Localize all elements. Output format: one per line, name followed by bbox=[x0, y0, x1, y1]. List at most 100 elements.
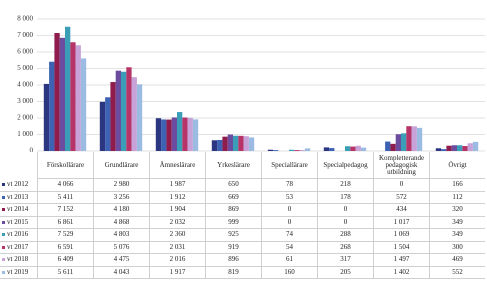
legend-swatch bbox=[2, 245, 5, 249]
table-value: 1 402 bbox=[373, 266, 429, 279]
bar bbox=[435, 148, 442, 151]
table-value: 919 bbox=[205, 241, 261, 254]
legend-entry: vt 2018 bbox=[0, 254, 37, 267]
bar bbox=[222, 136, 228, 151]
legend-swatch bbox=[2, 258, 5, 262]
bar bbox=[75, 45, 81, 152]
bar bbox=[70, 42, 76, 151]
table-value: 7 529 bbox=[37, 229, 93, 242]
table-value: 2 980 bbox=[93, 179, 149, 192]
legend-entry: vt 2017 bbox=[0, 242, 37, 254]
bar bbox=[54, 32, 60, 151]
legend-entry: vt 2014 bbox=[0, 204, 37, 217]
bar bbox=[457, 145, 463, 151]
bar bbox=[411, 126, 417, 151]
table-value: 78 bbox=[261, 179, 317, 192]
table-value: 349 bbox=[429, 216, 485, 229]
table-value: 112 bbox=[429, 191, 485, 204]
table-value: 6 591 bbox=[37, 241, 93, 254]
table-value: 6 861 bbox=[37, 216, 93, 229]
table-value: 4 066 bbox=[37, 179, 93, 192]
y-tick-label: 3 000 bbox=[17, 97, 33, 105]
table-value: 4 180 bbox=[93, 204, 149, 217]
bar bbox=[395, 134, 401, 151]
table-value: 5 611 bbox=[37, 266, 93, 279]
bar bbox=[345, 146, 351, 151]
table-value: 288 bbox=[317, 229, 373, 242]
legend-swatch bbox=[2, 270, 5, 274]
legend-label: vt 2012 bbox=[7, 180, 29, 189]
table-value: 6 409 bbox=[37, 254, 93, 267]
table-value: 166 bbox=[429, 179, 485, 192]
legend-swatch bbox=[2, 233, 5, 237]
bar bbox=[136, 84, 143, 151]
table-value: 819 bbox=[205, 266, 261, 279]
bar bbox=[105, 97, 111, 151]
table-value: 54 bbox=[261, 241, 317, 254]
table-value: 2 032 bbox=[149, 216, 205, 229]
legend-label: vt 2015 bbox=[7, 217, 29, 226]
bar bbox=[59, 37, 65, 151]
table-value: 1 069 bbox=[373, 229, 429, 242]
bar bbox=[227, 134, 233, 151]
bar bbox=[217, 139, 223, 151]
bar bbox=[390, 143, 396, 151]
table-value: 925 bbox=[205, 229, 261, 242]
bar bbox=[99, 101, 106, 151]
y-tick-label: 4 000 bbox=[17, 81, 33, 89]
bar bbox=[110, 82, 116, 151]
legend-swatch bbox=[2, 183, 5, 187]
legend-entry: vt 2016 bbox=[0, 229, 37, 242]
legend-entry: vt 2013 bbox=[0, 192, 37, 204]
category-label: Speciallärare bbox=[261, 152, 317, 179]
category-label: Förskollärare bbox=[37, 152, 93, 179]
bar bbox=[211, 140, 218, 151]
category-label: Grundlärare bbox=[93, 152, 149, 179]
legend-swatch bbox=[2, 208, 5, 212]
legend-swatch bbox=[2, 195, 5, 199]
table-value: 1 917 bbox=[149, 266, 205, 279]
table-value: 2 360 bbox=[149, 229, 205, 242]
legend-entry: vt 2012 bbox=[0, 179, 37, 192]
table-value: 1 017 bbox=[373, 216, 429, 229]
bar bbox=[289, 149, 295, 151]
table-value: 1 497 bbox=[373, 254, 429, 267]
table-value: 1 987 bbox=[149, 179, 205, 192]
table-value: 4 868 bbox=[93, 216, 149, 229]
table-value: 53 bbox=[261, 191, 317, 204]
bar bbox=[171, 117, 177, 151]
bar bbox=[329, 148, 335, 151]
table-value: 317 bbox=[317, 254, 373, 267]
bar bbox=[233, 135, 239, 151]
bar bbox=[360, 147, 367, 151]
legend-swatch bbox=[2, 220, 5, 224]
bar bbox=[121, 71, 127, 151]
y-tick-label: 0 bbox=[30, 147, 34, 152]
bar bbox=[446, 145, 452, 151]
table-value: 999 bbox=[205, 216, 261, 229]
table-value: 869 bbox=[205, 204, 261, 217]
table-value: 349 bbox=[429, 229, 485, 242]
table-value: 218 bbox=[317, 179, 373, 192]
category-label: Kompletterande pedagogisk utbildning bbox=[373, 152, 429, 179]
bar bbox=[115, 70, 121, 151]
bar bbox=[355, 145, 361, 151]
legend-entry: vt 2015 bbox=[0, 217, 37, 229]
table-value: 61 bbox=[261, 254, 317, 267]
bar bbox=[187, 117, 193, 151]
bar bbox=[441, 149, 447, 151]
legend-label: vt 2019 bbox=[7, 267, 29, 276]
table-value: 896 bbox=[205, 254, 261, 267]
bar bbox=[472, 141, 479, 151]
bar bbox=[80, 58, 87, 151]
bar bbox=[462, 146, 468, 151]
table-value: 160 bbox=[261, 266, 317, 279]
table-value: 650 bbox=[205, 179, 261, 192]
table-value: 7 152 bbox=[37, 204, 93, 217]
y-tick-label: 6 000 bbox=[17, 48, 33, 56]
bar bbox=[304, 148, 311, 151]
legend-label: vt 2013 bbox=[7, 192, 29, 201]
bar bbox=[65, 26, 71, 151]
bar bbox=[166, 119, 172, 151]
table-value: 4 475 bbox=[93, 254, 149, 267]
